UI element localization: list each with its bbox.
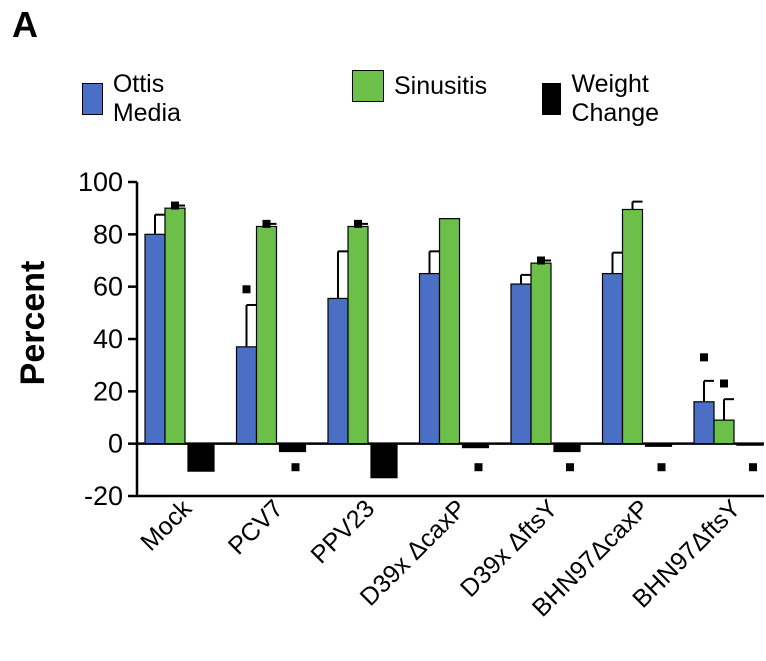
legend-item-weight-change: Weight Change	[542, 70, 672, 128]
significance-marker-7	[566, 463, 574, 472]
bar-1-5	[621, 208, 644, 445]
bar-1-4	[530, 262, 552, 445]
bar-2-6	[736, 443, 764, 446]
x-tick-label-1: PCV7	[223, 494, 289, 560]
y-tick-label-2: 20	[93, 376, 123, 406]
bar-2-1	[278, 443, 307, 453]
y-tick-label-1: 0	[108, 429, 123, 459]
panel-label: A	[12, 4, 38, 45]
significance-marker-4	[354, 219, 362, 228]
bar-0-0	[144, 233, 166, 445]
bar-0-6	[693, 401, 715, 445]
significance-marker-1	[242, 285, 251, 294]
bar-2-5	[644, 443, 673, 447]
y-axis-title: Percent	[14, 261, 52, 386]
significance-marker-11	[749, 463, 757, 472]
legend-item-otitis-media: Ottis Media	[82, 70, 192, 128]
bar-0-5	[601, 272, 624, 445]
legend-item-sinusitis: Sinusitis	[352, 70, 487, 102]
bar-1-1	[255, 225, 278, 445]
legend-label-sinusitis: Sinusitis	[394, 71, 488, 100]
legend-label-weight-change: Weight Change	[571, 70, 660, 127]
bar-1-3	[438, 218, 461, 445]
significance-marker-10	[720, 379, 728, 388]
significance-marker-9	[700, 353, 708, 362]
significance-marker-3	[291, 463, 300, 472]
y-tick-label-4: 60	[93, 272, 123, 302]
y-tick-label-6: 100	[78, 167, 123, 197]
significance-marker-6	[537, 256, 545, 265]
bar-0-4	[510, 283, 532, 445]
significance-marker-5	[474, 463, 483, 472]
y-tick-label-3: 40	[93, 324, 123, 354]
bar-1-0	[164, 207, 186, 445]
legend-label-otitis-media: Ottis Media	[112, 70, 181, 127]
bar-2-2	[370, 443, 398, 479]
bar-2-4	[553, 443, 581, 453]
bar-0-1	[235, 346, 258, 445]
legend-swatch-otitis-media	[82, 83, 103, 115]
bar-2-0	[187, 443, 215, 472]
x-tick-label-2: PPV23	[305, 494, 380, 569]
bar-2-3	[461, 443, 490, 449]
x-tick-label-0: Mock	[135, 494, 197, 556]
bar-0-2	[327, 297, 349, 445]
bar-1-6	[713, 419, 735, 445]
y-tick-label-5: 80	[93, 219, 123, 249]
significance-marker-2	[262, 219, 271, 228]
legend-swatch-sinusitis	[352, 70, 384, 102]
bar-1-2	[347, 225, 369, 445]
legend-swatch-weight-change	[542, 83, 562, 115]
significance-marker-8	[657, 463, 666, 472]
significance-marker-0	[171, 201, 179, 210]
y-tick-label-0: -20	[84, 481, 123, 511]
bar-0-3	[418, 272, 441, 445]
